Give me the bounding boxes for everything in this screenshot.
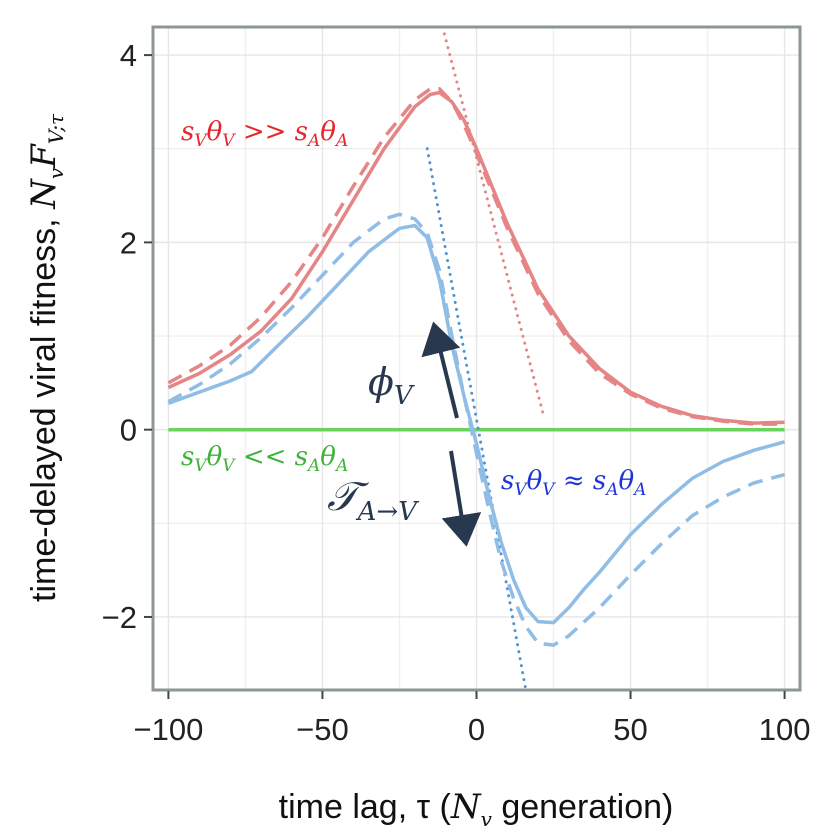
series-blue-dotted bbox=[425, 147, 528, 692]
plot-panel-border bbox=[151, 25, 802, 692]
axis-ticks: −100 −50 0 50 100 −2 0 2 4 bbox=[102, 38, 811, 747]
red-regime-label: sVθV >> sAθA bbox=[181, 117, 348, 151]
x-tick-label: 50 bbox=[613, 712, 647, 747]
series-red-dashed bbox=[167, 87, 785, 426]
series-group bbox=[167, 25, 786, 692]
blue-regime-label: sVθV ≈ sAθA bbox=[501, 466, 646, 500]
series-blue-dashed bbox=[167, 212, 786, 647]
transfer-entropy-label: 𝒯A→V bbox=[327, 474, 419, 527]
phi-label: ϕV bbox=[368, 360, 415, 411]
transfer-arrow bbox=[441, 450, 482, 547]
series-blue-solid bbox=[167, 223, 786, 625]
x-axis-title: time lag, τ (Nv generation) bbox=[279, 787, 674, 831]
green-regime-label: sVθV << sAθA bbox=[181, 442, 348, 476]
x-tick-label: −100 bbox=[133, 712, 203, 747]
y-tick-label: −2 bbox=[102, 600, 137, 635]
arrows bbox=[421, 321, 482, 547]
x-tick-label: −50 bbox=[296, 712, 349, 747]
y-tick-label: 0 bbox=[120, 413, 137, 448]
x-tick-label: 0 bbox=[468, 712, 485, 747]
x-tick-label: 100 bbox=[759, 712, 811, 747]
phi-arrow bbox=[421, 321, 461, 419]
y-tick-label: 2 bbox=[120, 225, 137, 260]
y-axis-title: time-delayed viral fitness, NvFV;τ bbox=[24, 113, 68, 602]
y-tick-label: 4 bbox=[120, 38, 137, 73]
